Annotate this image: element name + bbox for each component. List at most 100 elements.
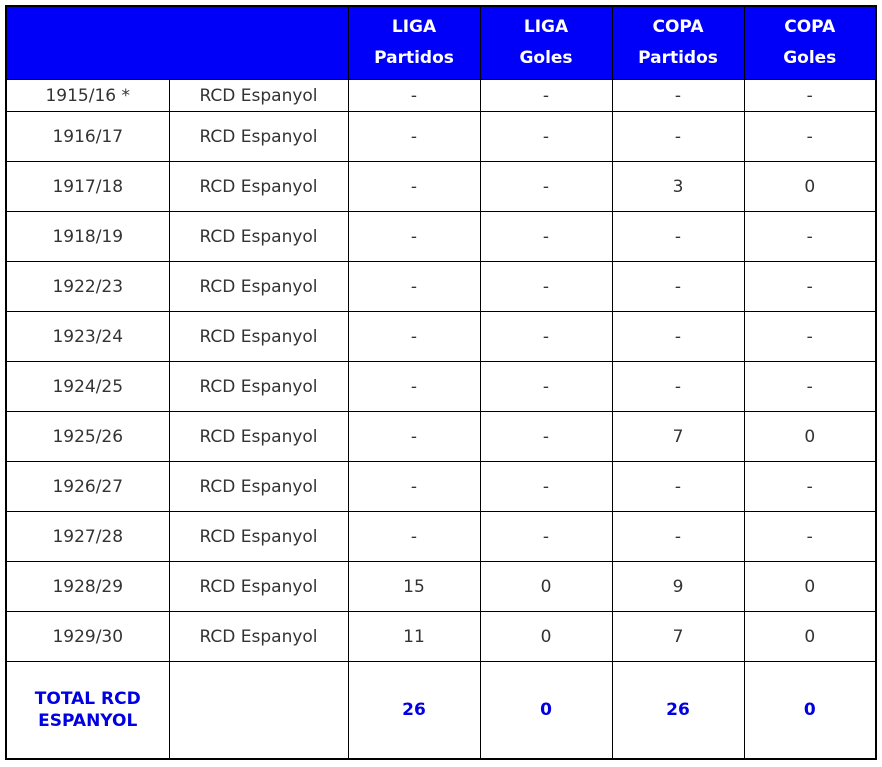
liga-goles-cell: - [479,161,613,212]
liga-partidos-cell: - [347,511,481,562]
copa-partidos-cell: 9 [611,561,745,612]
club-cell: RCD Espanyol [168,79,349,112]
total-label-cell: TOTAL RCD ESPANYOL [5,661,170,760]
liga-partidos-cell: - [347,161,481,212]
copa-partidos-cell: - [611,461,745,512]
copa-partidos-cell: 3 [611,161,745,212]
copa-goles-cell: - [743,211,877,262]
table-header: LIGA Partidos LIGA Goles COPA Partidos C… [5,5,877,80]
header-line2: Partidos [638,48,718,68]
copa-goles-cell: - [743,461,877,512]
copa-partidos-cell: - [611,361,745,412]
header-line1: COPA [784,17,836,37]
header-copa-partidos: COPA Partidos [611,5,745,80]
liga-goles-cell: - [479,261,613,312]
liga-goles-cell: - [479,79,613,112]
table-body: 1915/16 * RCD Espanyol - - - -1916/17 RCD Espa… [5,79,877,662]
header-line2: Partidos [374,48,454,68]
header-line1: LIGA [391,17,437,37]
header-row: LIGA Partidos LIGA Goles COPA Partidos C… [5,5,877,80]
copa-partidos-cell: - [611,79,745,112]
copa-goles-cell: - [743,79,877,112]
table-row: 1918/19 RCD Espanyol - - - - [5,211,877,262]
copa-goles-cell: 0 [743,561,877,612]
liga-partidos-cell: - [347,79,481,112]
total-liga-goles-cell: 0 [479,661,613,760]
liga-partidos-cell: - [347,311,481,362]
table-row: 1916/17 RCD Espanyol - - - - [5,111,877,162]
liga-partidos-cell: 15 [347,561,481,612]
season-stats-table: LIGA Partidos LIGA Goles COPA Partidos C… [5,5,877,760]
liga-goles-cell: - [479,311,613,362]
total-copa-goles-cell: 0 [743,661,877,760]
season-cell: 1926/27 [5,461,170,512]
club-cell: RCD Espanyol [168,561,349,612]
club-cell: RCD Espanyol [168,111,349,162]
header-liga-partidos: LIGA Partidos [347,5,481,80]
season-cell: 1922/23 [5,261,170,312]
season-cell: 1927/28 [5,511,170,562]
liga-goles-cell: - [479,361,613,412]
club-cell: RCD Espanyol [168,361,349,412]
club-cell: RCD Espanyol [168,461,349,512]
header-blank-cell [5,5,349,80]
liga-goles-cell: - [479,461,613,512]
liga-partidos-cell: - [347,361,481,412]
total-club-cell [168,661,349,760]
club-cell: RCD Espanyol [168,411,349,462]
copa-goles-cell: 0 [743,411,877,462]
table-row: 1923/24 RCD Espanyol - - - - [5,311,877,362]
table-row: 1929/30 RCD Espanyol 11 0 7 0 [5,611,877,662]
table-row: 1926/27 RCD Espanyol - - - - [5,461,877,512]
copa-goles-cell: 0 [743,611,877,662]
total-row: TOTAL RCD ESPANYOL 26 0 26 0 [5,661,877,760]
header-line1: COPA [652,17,704,37]
club-cell: RCD Espanyol [168,161,349,212]
season-cell: 1915/16 * [5,79,170,112]
season-cell: 1916/17 [5,111,170,162]
liga-partidos-cell: 11 [347,611,481,662]
copa-partidos-cell: - [611,261,745,312]
club-cell: RCD Espanyol [168,611,349,662]
season-cell: 1929/30 [5,611,170,662]
copa-partidos-cell: 7 [611,411,745,462]
liga-partidos-cell: - [347,411,481,462]
season-cell: 1925/26 [5,411,170,462]
copa-goles-cell: 0 [743,161,877,212]
copa-partidos-cell: 7 [611,611,745,662]
liga-goles-cell: - [479,411,613,462]
table-footer: TOTAL RCD ESPANYOL 26 0 26 0 [5,661,877,760]
liga-partidos-cell: - [347,211,481,262]
club-cell: RCD Espanyol [168,311,349,362]
header-line2: Goles [519,48,573,68]
copa-goles-cell: - [743,261,877,312]
copa-partidos-cell: - [611,311,745,362]
table-row: 1915/16 * RCD Espanyol - - - - [5,79,877,112]
season-cell: 1923/24 [5,311,170,362]
copa-goles-cell: - [743,361,877,412]
total-liga-partidos-cell: 26 [347,661,481,760]
table-row: 1922/23 RCD Espanyol - - - - [5,261,877,312]
copa-partidos-cell: - [611,211,745,262]
liga-partidos-cell: - [347,111,481,162]
season-cell: 1918/19 [5,211,170,262]
copa-goles-cell: - [743,111,877,162]
header-liga-goles: LIGA Goles [479,5,613,80]
liga-goles-cell: - [479,111,613,162]
table-row: 1925/26 RCD Espanyol - -7 0 [5,411,877,462]
liga-partidos-cell: - [347,261,481,312]
liga-goles-cell: 0 [479,561,613,612]
season-cell: 1917/18 [5,161,170,212]
copa-partidos-cell: - [611,111,745,162]
table-row: 1917/18 RCD Espanyol - -3 0 [5,161,877,212]
club-cell: RCD Espanyol [168,211,349,262]
season-cell: 1928/29 [5,561,170,612]
header-copa-goles: COPA Goles [743,5,877,80]
copa-goles-cell: - [743,511,877,562]
copa-goles-cell: - [743,311,877,362]
liga-goles-cell: - [479,511,613,562]
club-cell: RCD Espanyol [168,261,349,312]
table-row: 1927/28 RCD Espanyol - - - - [5,511,877,562]
copa-partidos-cell: - [611,511,745,562]
liga-partidos-cell: - [347,461,481,512]
